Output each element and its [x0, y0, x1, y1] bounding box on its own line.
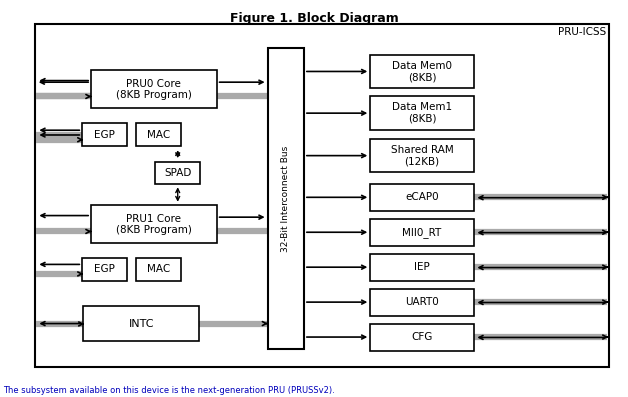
Text: eCAP0: eCAP0 — [405, 192, 439, 202]
Text: SPAD: SPAD — [164, 168, 192, 178]
Text: MAC: MAC — [147, 264, 171, 274]
Text: IEP: IEP — [414, 262, 430, 272]
Bar — [370, 219, 474, 246]
Text: MAC: MAC — [147, 130, 171, 140]
Bar — [82, 258, 127, 281]
Bar — [370, 184, 474, 211]
Text: EGP: EGP — [94, 130, 116, 140]
Bar — [136, 258, 181, 281]
Bar — [155, 162, 200, 183]
Bar — [136, 123, 181, 146]
Text: MII0_RT: MII0_RT — [403, 227, 441, 238]
Text: The subsystem available on this device is the next-generation PRU (PRUSSv2).: The subsystem available on this device i… — [3, 386, 335, 395]
Text: 32-Bit Interconnect Bus: 32-Bit Interconnect Bus — [281, 145, 290, 252]
Text: PRU-ICSS: PRU-ICSS — [558, 27, 606, 37]
Bar — [370, 96, 474, 130]
Text: Data Mem1
(8KB): Data Mem1 (8KB) — [392, 102, 452, 124]
Text: UART0: UART0 — [405, 297, 439, 307]
Bar — [370, 139, 474, 172]
Text: EGP: EGP — [94, 264, 116, 274]
Bar — [83, 306, 200, 341]
Bar — [35, 24, 609, 367]
Bar — [370, 254, 474, 281]
Text: Data Mem0
(8KB): Data Mem0 (8KB) — [392, 61, 452, 82]
Text: CFG: CFG — [411, 332, 433, 342]
Bar — [91, 206, 217, 243]
Text: INTC: INTC — [129, 318, 154, 329]
Bar — [370, 324, 474, 351]
Text: PRU1 Core
(8KB Program): PRU1 Core (8KB Program) — [116, 214, 192, 235]
Text: Shared RAM
(12KB): Shared RAM (12KB) — [391, 145, 453, 166]
Text: PRU0 Core
(8KB Program): PRU0 Core (8KB Program) — [116, 79, 192, 100]
Bar — [370, 55, 474, 89]
Bar — [91, 71, 217, 108]
Text: Figure 1. Block Diagram: Figure 1. Block Diagram — [230, 12, 398, 25]
Bar — [268, 48, 304, 349]
Bar — [82, 123, 127, 146]
Bar — [370, 289, 474, 316]
